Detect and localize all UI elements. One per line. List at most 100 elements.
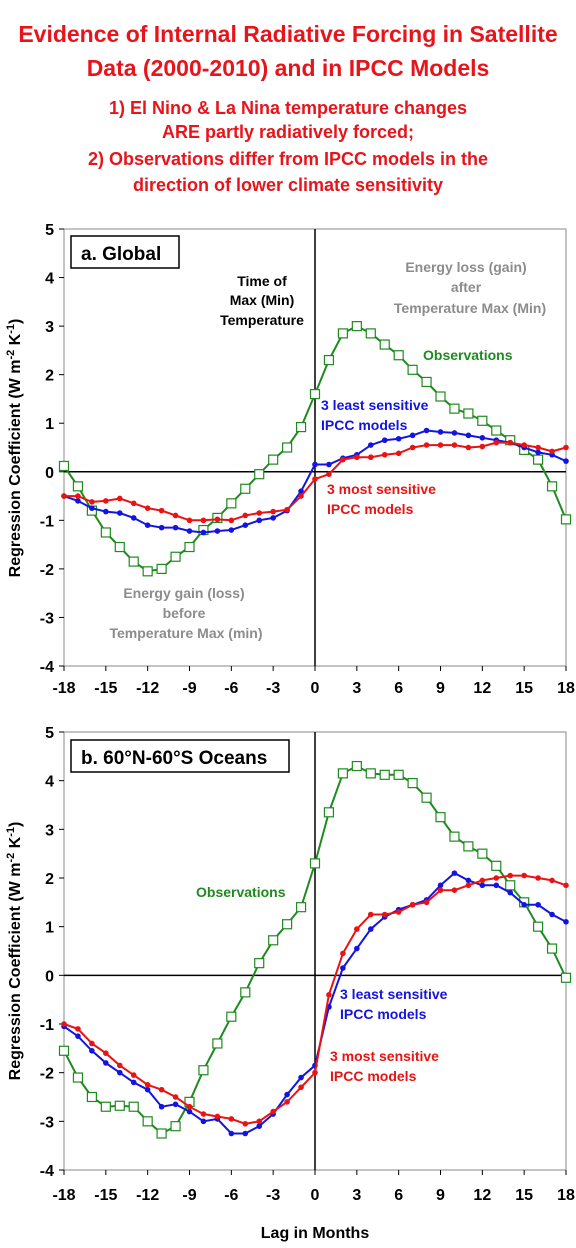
panel-a-point-observations xyxy=(58,460,70,472)
panel-b-point-observations xyxy=(477,848,488,859)
panel-b-point-observations xyxy=(226,1011,237,1022)
panel-b-point-observations xyxy=(323,807,335,818)
panel-b-point-least-sensitive xyxy=(451,870,458,876)
subtitle-line-4: direction of lower climate sensitivity xyxy=(132,175,444,195)
panel-a-point-least-sensitive xyxy=(298,488,304,495)
panel-a-point-observations xyxy=(323,355,335,366)
panel-a-xtick-label: 6 xyxy=(394,680,403,697)
panel-a-point-observations xyxy=(379,339,390,350)
panel-a-point-most-sensitive xyxy=(340,456,346,463)
panel-b-point-most-sensitive xyxy=(214,1113,221,1120)
panel-b-point-observations xyxy=(295,902,307,913)
panel-b-point-observations xyxy=(309,858,321,869)
panel-a-point-most-sensitive xyxy=(200,517,207,524)
panel-a-label-most-1: 3 most sensitive xyxy=(327,481,436,497)
panel-a-point-most-sensitive xyxy=(465,444,472,451)
panel-a-point-least-sensitive xyxy=(535,449,541,456)
panel-b-ytick-label: 5 xyxy=(45,725,54,742)
panel-a-point-observations xyxy=(449,403,460,414)
panel-b-point-most-sensitive xyxy=(493,875,500,881)
panel-b-label-least-2: IPCC models xyxy=(340,1006,427,1022)
panel-b-xtick-label: -12 xyxy=(136,1187,159,1204)
panel-a-point-least-sensitive xyxy=(144,522,151,528)
panel-a-xtick-label: 3 xyxy=(352,680,361,697)
panel-a-ytick-label: 2 xyxy=(45,368,54,385)
panel-a-point-most-sensitive xyxy=(158,507,165,514)
panel-a-point-observations xyxy=(184,541,195,553)
panel-b-point-observations xyxy=(407,777,418,789)
subtitle-line-3: 2) Observations differ from IPCC models … xyxy=(87,149,489,169)
panel-a-point-least-sensitive xyxy=(381,437,388,444)
panel-a-point-least-sensitive xyxy=(200,529,207,536)
panel-a-point-least-sensitive xyxy=(479,434,486,441)
panel-b-point-most-sensitive xyxy=(103,1050,109,1056)
panel-b-point-least-sensitive xyxy=(535,901,541,908)
panel-b-ytick-label: -2 xyxy=(40,1066,54,1083)
panel-b-point-most-sensitive xyxy=(228,1116,235,1122)
panel-a-xtick-label: -12 xyxy=(136,680,159,697)
panel-b-point-most-sensitive xyxy=(61,1021,67,1027)
panel-b-xtick-label: 0 xyxy=(311,1187,320,1204)
panel-a-point-most-sensitive xyxy=(535,444,541,451)
panel-b-point-observations xyxy=(86,1091,97,1103)
panel-a-point-observations xyxy=(491,425,502,436)
panel-b-point-least-sensitive xyxy=(103,1060,109,1066)
panel-a-point-most-sensitive xyxy=(549,448,555,455)
annot-energy-gain-3: Temperature Max (min) xyxy=(110,625,263,641)
panel-b-point-least-sensitive xyxy=(172,1101,179,1108)
panel-a-point-observations xyxy=(546,481,558,492)
panel-a-point-most-sensitive xyxy=(242,512,249,519)
panel-a-point-observations xyxy=(351,321,362,332)
panel-b-xtick-label: -3 xyxy=(266,1187,280,1204)
panel-a-point-observations xyxy=(463,408,474,419)
title-line-1: Evidence of Internal Radiative Forcing i… xyxy=(18,21,558,47)
panel-a-point-most-sensitive xyxy=(75,493,81,499)
panel-a-point-most-sensitive xyxy=(144,505,151,511)
panel-b-point-most-sensitive xyxy=(437,887,444,893)
panel-a-point-least-sensitive xyxy=(563,458,569,464)
panel-a-point-observations xyxy=(560,514,572,525)
panel-a-point-most-sensitive xyxy=(116,495,123,502)
panel-b-point-least-sensitive xyxy=(340,965,346,971)
panel-a-ytick-label: 5 xyxy=(45,222,54,239)
panel-b-point-least-sensitive xyxy=(242,1130,249,1137)
panel-a-xtick-label: 15 xyxy=(515,680,533,697)
panel-b-point-least-sensitive xyxy=(116,1069,123,1076)
panel-b-xtick-label: 18 xyxy=(557,1187,575,1204)
annot-energy-loss-2: after xyxy=(451,279,482,295)
subtitle-line-1: 1) El Nino & La Nina temperature changes xyxy=(108,98,468,118)
annot-time-of-max-1: Time of xyxy=(237,273,287,289)
panel-b-label-most-1: 3 most sensitive xyxy=(330,1048,439,1064)
panel-a-point-most-sensitive xyxy=(423,442,430,448)
panel-a-point-least-sensitive xyxy=(367,442,374,448)
annot-energy-loss-3: Temperature Max (Min) xyxy=(394,300,546,316)
panel-b-point-observations xyxy=(100,1101,111,1112)
panel-b-point-most-sensitive xyxy=(144,1082,151,1088)
panel-b-point-observations xyxy=(421,792,432,803)
panel-b-point-observations xyxy=(393,769,404,780)
panel-a-point-observations xyxy=(337,328,348,339)
panel-b-ylabel: Regression Coefficient (W m-2 K-1) xyxy=(5,822,24,1081)
panel-a-point-least-sensitive xyxy=(395,435,402,442)
panel-b-point-least-sensitive xyxy=(507,889,514,896)
panel-a-point-observations xyxy=(240,483,251,494)
panel-a-point-least-sensitive xyxy=(186,528,193,534)
panel-b-xtick-label: -6 xyxy=(224,1187,238,1204)
panel-b-point-most-sensitive xyxy=(479,877,486,884)
panel-a-point-observations xyxy=(533,454,544,465)
panel-a-point-most-sensitive xyxy=(172,512,179,519)
panel-a-point-least-sensitive xyxy=(437,429,444,435)
panel-a-point-least-sensitive xyxy=(172,524,179,531)
panel-b-point-observations xyxy=(128,1101,139,1112)
panel-a-xtick-label: -3 xyxy=(266,680,280,697)
panel-a-point-observations xyxy=(114,541,125,553)
panel-a-point-most-sensitive xyxy=(298,493,304,499)
panel-a-point-observations xyxy=(128,556,139,567)
panel-a-label-least-1: 3 least sensitive xyxy=(321,397,429,413)
panel-b-point-observations xyxy=(463,841,474,852)
panel-b-point-least-sensitive xyxy=(479,882,486,889)
panel-a-point-observations xyxy=(309,388,321,400)
panel-b-point-most-sensitive xyxy=(549,877,555,884)
panel-a-xtick-label: -18 xyxy=(52,680,75,697)
